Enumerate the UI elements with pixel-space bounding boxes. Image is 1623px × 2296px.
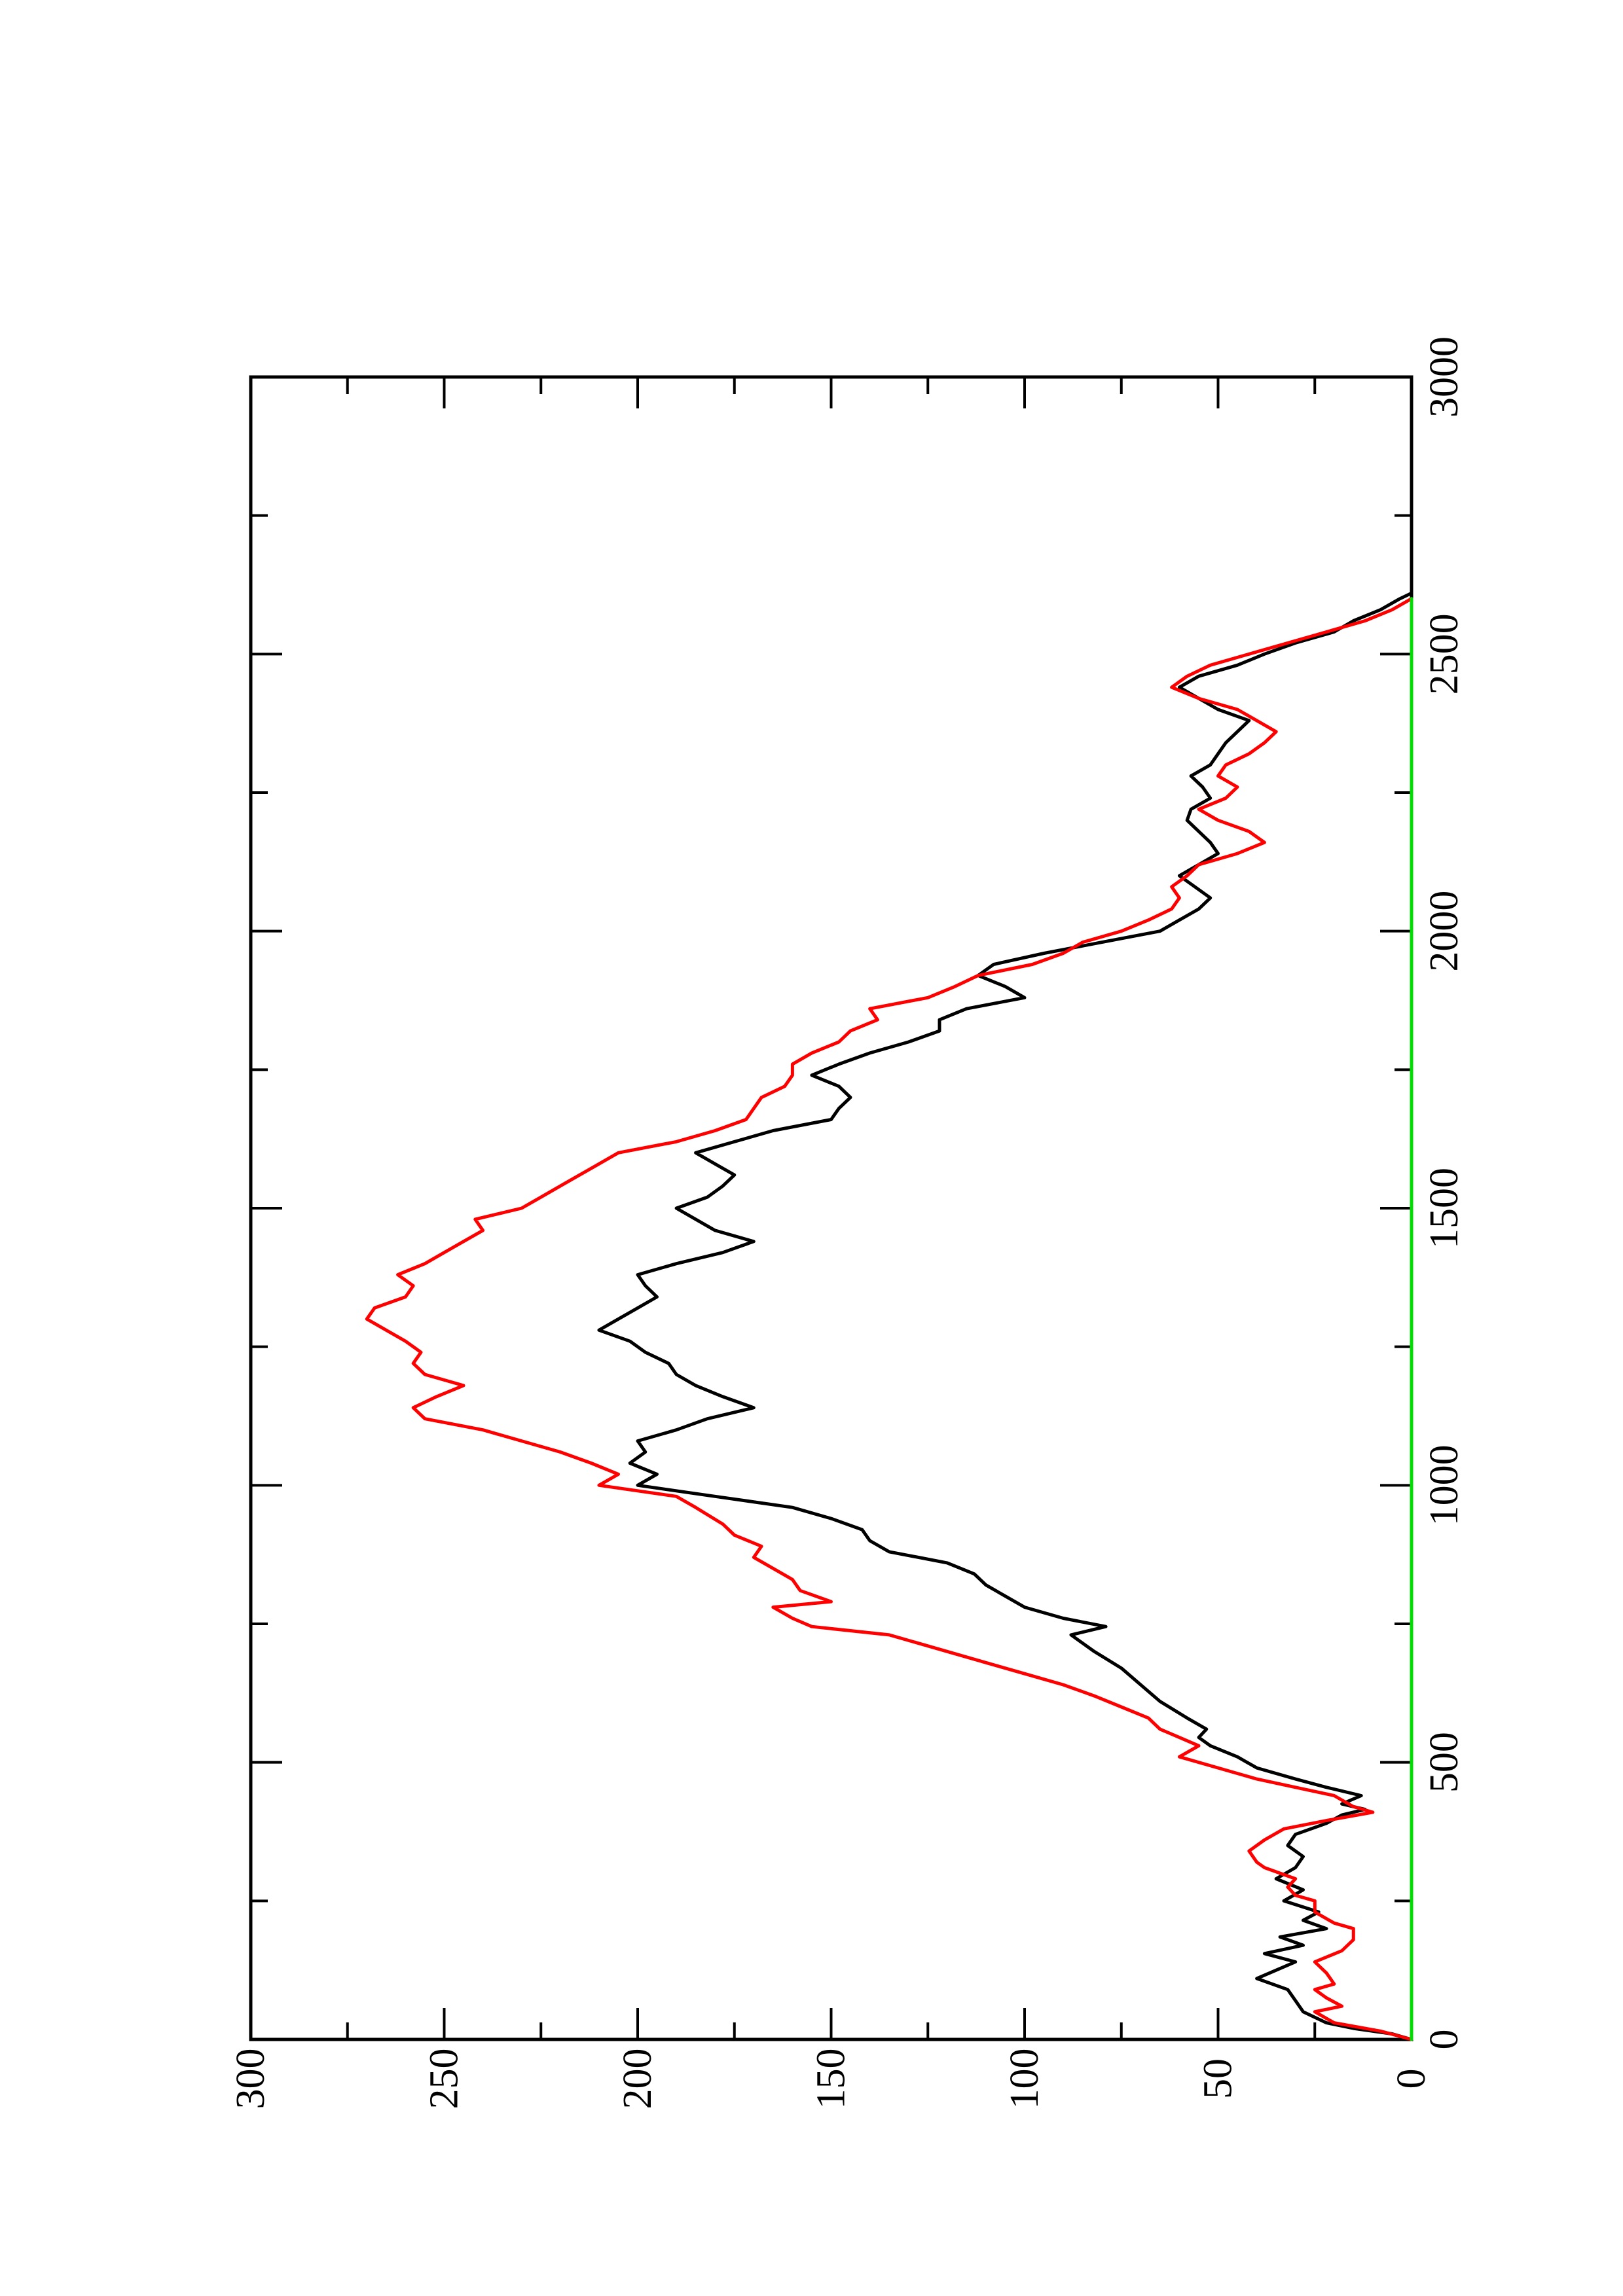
x-tick-label: 500 [1422,1732,1467,1793]
y-tick-label: 250 [422,2049,467,2109]
series-layer [365,591,1413,2041]
axis-ticks [249,376,1413,2041]
x-tick-label: 1000 [1422,1444,1467,1526]
y-tick-label: 150 [809,2049,854,2109]
series-line-black [597,591,1413,2041]
y-tick-label: 50 [1196,2058,1241,2099]
y-tick-label: 100 [1002,2049,1047,2109]
series-line-red [365,597,1413,2041]
x-tick-label: 2500 [1422,613,1467,694]
plot-area-border [249,375,1413,2041]
plot-frame [249,375,1413,2041]
x-tick-label: 1500 [1422,1168,1467,1249]
x-tick-label: 0 [1422,2030,1467,2050]
y-tick-label: 200 [615,2049,660,2109]
y-tick-label: 300 [228,2049,273,2109]
x-tick-label: 3000 [1422,336,1467,418]
tick-labels: 0 500 1000 1500 2000 2500 3000 0 50 100 150 200 250 3… [228,336,1467,2109]
x-tick-label: 2000 [1422,891,1467,972]
y-tick-label: 0 [1389,2069,1434,2089]
